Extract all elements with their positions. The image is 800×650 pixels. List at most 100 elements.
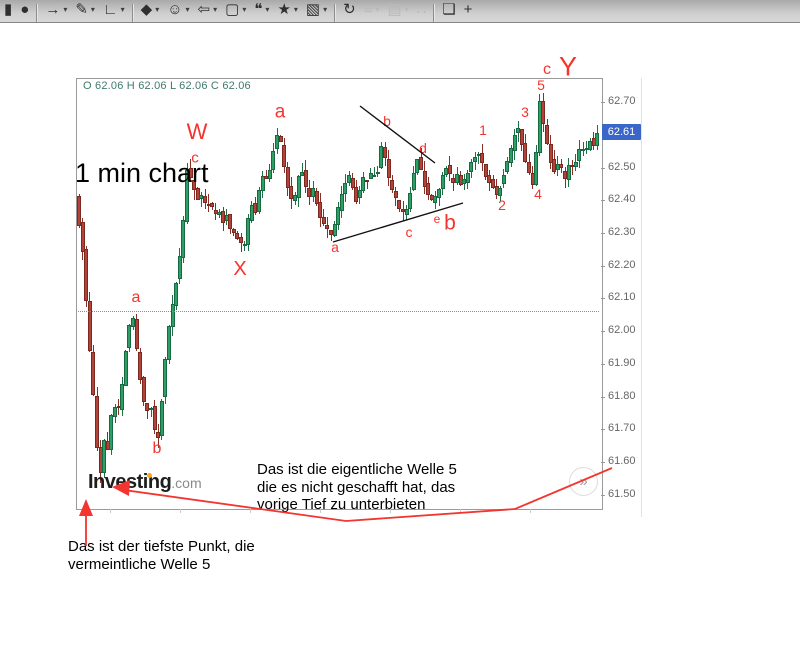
price-axis-tick (601, 429, 605, 431)
candle (447, 165, 452, 175)
candle (469, 161, 474, 172)
toolbar-separator (36, 4, 39, 22)
price-axis-label: 61.90 (608, 356, 636, 369)
wave-label-b: b (383, 113, 391, 129)
candle (365, 180, 369, 183)
candle (444, 168, 449, 176)
candle (80, 222, 85, 252)
price-axis-label: 62.70 (608, 95, 636, 108)
candle (501, 174, 506, 185)
candle-wick (478, 151, 480, 164)
candle (386, 158, 391, 178)
expand-chart-button[interactable]: » (569, 467, 598, 496)
candle (98, 446, 103, 474)
candle (516, 128, 521, 133)
candle (458, 175, 463, 186)
candle (246, 217, 251, 245)
candle (314, 191, 319, 204)
rotate-icon[interactable]: ↻ (343, 1, 356, 18)
candle (404, 209, 409, 215)
wave-label-w: W (186, 119, 208, 144)
candle (483, 164, 488, 177)
candle (188, 167, 193, 179)
3d-objects-icon[interactable]: ▧ ▾ (305, 1, 328, 18)
candle (426, 183, 431, 196)
price-axis-label: 61.60 (608, 454, 636, 467)
arrange-icon: ▤ ▾ (387, 1, 409, 18)
connector-icon[interactable]: ∟ ▾ (102, 0, 125, 18)
candle (271, 151, 276, 171)
wave-label-b: b (444, 211, 456, 235)
candle (534, 152, 539, 186)
price-axis-tick (601, 494, 605, 496)
time-axis-tick (530, 509, 531, 513)
wave-label-a: a (131, 289, 141, 306)
wave-label-c: c (543, 61, 551, 78)
price-axis-tick (601, 331, 605, 333)
candle (113, 406, 117, 418)
price-axis-label: 62.00 (608, 324, 636, 337)
investing-logo-suffix: .com (171, 475, 202, 491)
candle (505, 160, 510, 172)
candle (177, 256, 182, 280)
shadow-icon[interactable]: ❏ (442, 1, 456, 18)
candle (285, 166, 290, 189)
candle (242, 243, 247, 246)
investing-logo-dot-icon (147, 473, 152, 478)
candle (224, 215, 229, 221)
candle (419, 157, 423, 170)
candle (354, 187, 359, 203)
time-axis-tick (250, 509, 251, 513)
candle (206, 203, 211, 206)
candle (105, 440, 110, 450)
candle (559, 163, 564, 168)
candle (221, 210, 225, 224)
basic-shapes-icon[interactable]: ◆ ▾ (140, 1, 160, 18)
wave-label-1: 1 (479, 122, 487, 138)
candle (527, 161, 531, 174)
callouts-icon[interactable]: ❝ ▾ (254, 1, 270, 18)
candle (149, 407, 153, 410)
candle (357, 189, 362, 199)
candle-wick (244, 240, 246, 252)
candle (491, 179, 495, 188)
candle (260, 175, 265, 191)
candle (170, 304, 175, 327)
toolbar-separator (131, 4, 134, 22)
candle (235, 233, 240, 239)
block-arrows-icon[interactable]: ⇦ ▾ (197, 1, 218, 18)
stars-icon[interactable]: ★ ▾ (277, 1, 298, 18)
candle (411, 172, 416, 191)
candle (95, 395, 99, 448)
candle-wick (146, 403, 148, 420)
candle (570, 165, 575, 168)
candle (185, 170, 189, 222)
candle (361, 176, 366, 192)
candle-wick (452, 174, 454, 191)
candle (512, 135, 517, 151)
candle-wick (301, 163, 303, 176)
candle-wick (586, 141, 588, 155)
wave-label-5: 5 (537, 77, 545, 93)
price-axis-label: 61.70 (608, 422, 636, 435)
candle (91, 351, 96, 396)
arrow-icon[interactable]: → ▾ (45, 0, 68, 18)
price-axis-tick (601, 200, 605, 202)
symbol-shapes-icon[interactable]: ☺ ▾ (167, 0, 190, 18)
wave-label-2: 2 (498, 197, 506, 213)
candle (123, 351, 128, 386)
candle (282, 144, 287, 167)
freeform-line-icon[interactable]: ✎ ▾ (75, 1, 95, 18)
extrusion-icon[interactable]: + (463, 0, 473, 18)
candle (318, 201, 323, 219)
last-price-badge: 62.61 (602, 123, 641, 140)
flowchart-icon[interactable]: ▢ ▾ (225, 1, 247, 18)
candle (145, 403, 150, 411)
ellipse-icon[interactable]: ● (20, 0, 30, 18)
candle (167, 326, 171, 360)
price-axis-label: 62.30 (608, 226, 636, 239)
rectangle-icon[interactable]: ▮ (4, 1, 13, 18)
candle (174, 282, 179, 307)
price-axis-tick (601, 461, 605, 463)
candle (375, 171, 380, 174)
